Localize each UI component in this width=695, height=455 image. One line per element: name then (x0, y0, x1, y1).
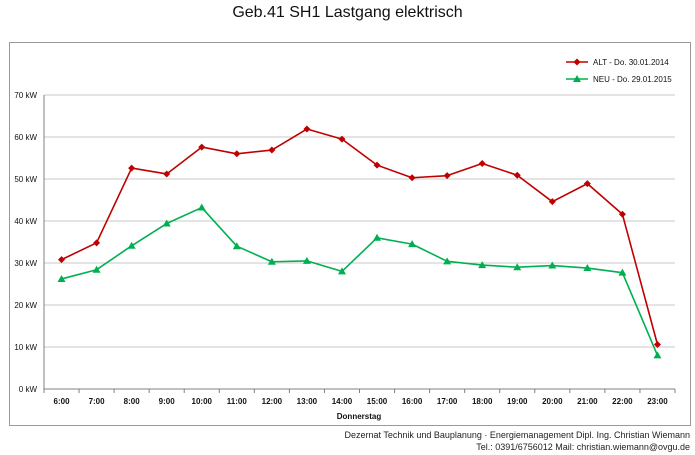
data-point (58, 256, 66, 264)
legend-marker (573, 75, 581, 82)
data-point (443, 257, 452, 265)
y-tick-label: 70 kW (14, 91, 37, 100)
y-axis-ticks: 0 kW 10 kW 20 kW 30 kW 40 kW 50 kW 60 kW 70 kW (14, 91, 37, 394)
series-line (61, 206, 659, 356)
legend-label: NEU - Do. 29.01.2015 (593, 75, 672, 84)
x-tick-label: 9:00 (159, 397, 176, 406)
y-tick-label: 60 kW (14, 133, 37, 142)
legend-label: ALT - Do. 30.01.2014 (593, 58, 669, 67)
x-tick-label: 22:00 (612, 397, 633, 406)
x-tick-label: 13:00 (297, 397, 318, 406)
x-tick-label: 15:00 (367, 397, 388, 406)
data-point (198, 143, 206, 151)
data-point (373, 233, 382, 241)
data-point (653, 351, 662, 359)
data-point (232, 242, 241, 250)
data-point (408, 240, 417, 248)
x-tick-label: 8:00 (124, 397, 141, 406)
data-point (92, 265, 101, 273)
y-tick-label: 30 kW (14, 259, 37, 268)
data-point (443, 172, 451, 180)
x-tick-label: 11:00 (227, 397, 248, 406)
data-point (163, 170, 171, 178)
y-tick-label: 20 kW (14, 301, 37, 310)
data-point (478, 261, 487, 269)
series-line (61, 128, 659, 345)
x-axis-ticks: 6:00 7:00 8:00 9:00 10:00 11:00 12:00 13:00 14:0… (43, 389, 676, 406)
data-point (338, 135, 346, 143)
data-point (268, 146, 276, 154)
footer-line-1: Dezernat Technik und Bauplanung · Energi… (344, 430, 690, 440)
x-tick-label: 21:00 (577, 397, 598, 406)
data-point (548, 198, 556, 206)
data-point (478, 159, 486, 167)
x-tick-label: 6:00 (54, 397, 71, 406)
data-point (302, 256, 311, 264)
chart-frame (9, 42, 691, 426)
data-point (513, 171, 521, 179)
data-point (618, 210, 626, 218)
data-point (197, 203, 206, 211)
x-axis-label: Donnerstag (337, 412, 382, 421)
data-point (93, 239, 101, 247)
data-point (548, 261, 557, 269)
x-tick-label: 18:00 (472, 397, 493, 406)
x-tick-label: 10:00 (192, 397, 213, 406)
data-point (267, 257, 276, 265)
data-point (653, 340, 661, 348)
data-point (618, 268, 627, 276)
series-1 (58, 125, 661, 348)
series-2 (57, 203, 662, 359)
data-point (57, 274, 66, 282)
x-tick-label: 19:00 (507, 397, 528, 406)
x-tick-label: 17:00 (437, 397, 458, 406)
data-point (583, 180, 591, 188)
y-tick-label: 40 kW (14, 217, 37, 226)
x-tick-label: 20:00 (542, 397, 563, 406)
data-point (337, 267, 346, 275)
legend-marker (573, 58, 581, 66)
data-point (233, 150, 241, 158)
x-tick-label: 7:00 (89, 397, 106, 406)
y-tick-label: 0 kW (19, 385, 38, 394)
x-tick-label: 23:00 (647, 397, 668, 406)
y-tick-label: 10 kW (14, 343, 37, 352)
series (57, 125, 662, 359)
data-point (162, 219, 171, 227)
y-tick-label: 50 kW (14, 175, 37, 184)
footer-line-2: Tel.: 0391/6756012 Mail: christian.wiema… (476, 442, 690, 452)
x-tick-label: 12:00 (262, 397, 283, 406)
legend: ALT - Do. 30.01.2014 NEU - Do. 29.01.2015 (566, 58, 672, 84)
data-point (408, 174, 416, 182)
x-tick-label: 16:00 (402, 397, 423, 406)
data-point (128, 164, 136, 172)
data-point (513, 263, 522, 271)
chart-title: Geb.41 SH1 Lastgang elektrisch (232, 4, 463, 21)
x-tick-label: 14:00 (332, 397, 353, 406)
data-point (127, 241, 136, 249)
data-point (303, 125, 311, 133)
data-point (373, 161, 381, 169)
data-point (583, 264, 592, 272)
